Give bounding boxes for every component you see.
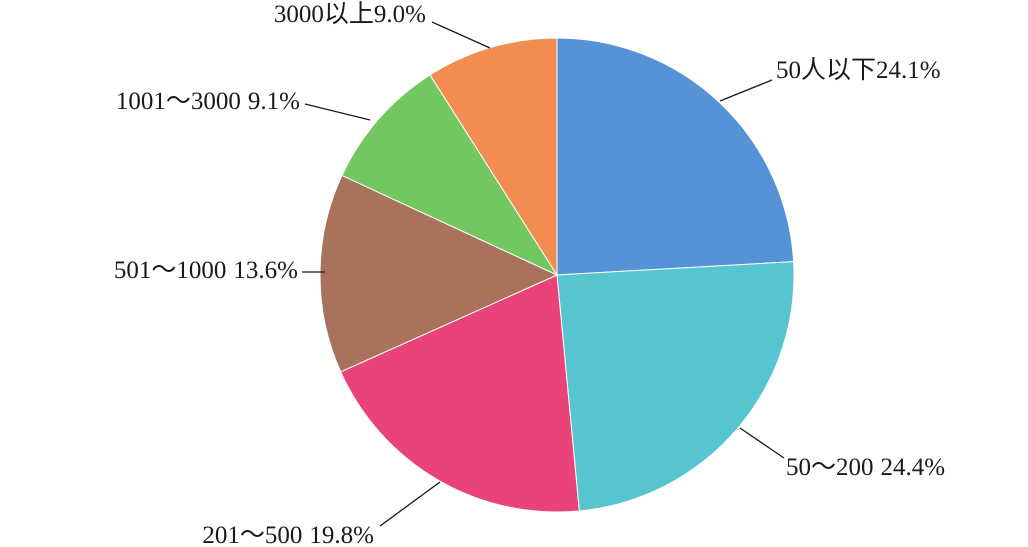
slice-category: 501～1000 [114,257,227,284]
leader-line [379,481,441,527]
slice-label: 50人以下24.1% [776,57,941,84]
slice-category: 201～500 [202,522,302,547]
pie-slice [341,74,559,277]
slice-category: 3000以上 [274,0,374,28]
slice-value-label: 24.1% [876,57,941,84]
pie-slice [340,274,580,513]
pie-slice [429,37,558,277]
pie-slice [556,261,795,512]
slice-category: 50～200 [786,454,874,481]
slice-value-label: 13.6% [233,257,298,284]
slice-category: 1001～3000 [116,88,241,115]
leader-line [719,79,773,102]
slice-label: 50～200 24.4% [786,454,945,481]
slice-value-label: 9.0% [374,1,426,28]
pie-slice [319,174,559,373]
slice-label: 201～500 19.8% [202,522,374,547]
slice-label: 3000以上9.0% [274,0,426,28]
pie-slice [556,37,795,276]
slice-category: 50人以下 [776,57,876,84]
slice-value-label: 24.4% [881,454,946,481]
leader-line [739,427,785,459]
leader-line [431,21,491,49]
slice-label: 501～1000 13.6% [114,257,298,284]
leader-line [304,103,371,121]
slice-label: 1001～3000 9.1% [116,88,300,115]
slice-value-label: 9.1% [248,88,300,115]
slice-value-label: 19.8% [309,522,374,547]
